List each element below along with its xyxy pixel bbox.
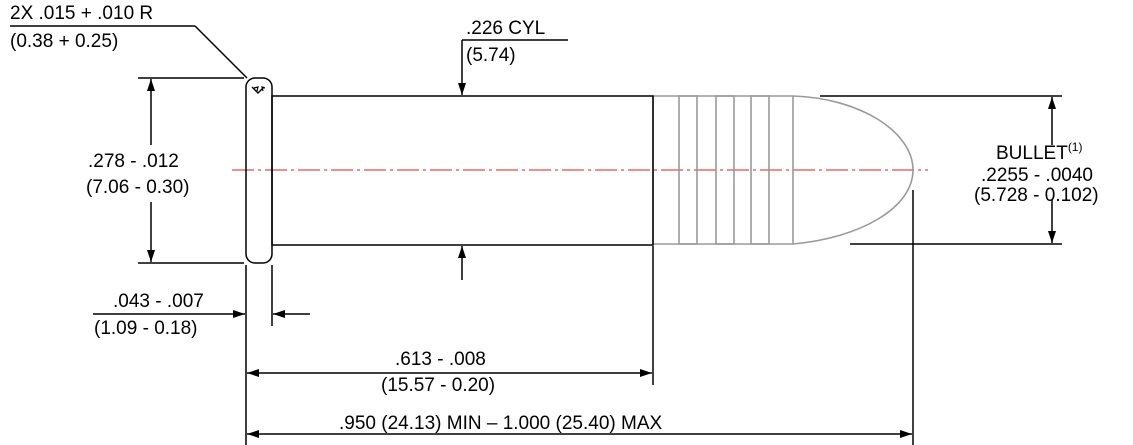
rim-thickness-metric: (1.09 - 0.18) bbox=[94, 318, 198, 339]
overall-length-text: .950 (24.13) MIN – 1.000 (25.40) MAX bbox=[339, 413, 662, 434]
rim-diameter-metric: (7.06 - 0.30) bbox=[86, 177, 190, 198]
case-rim bbox=[245, 77, 273, 264]
rim-diameter-imperial: .278 - .012 bbox=[88, 151, 179, 172]
rim-radius-metric: (0.38 + 0.25) bbox=[10, 31, 118, 52]
body-cyl-imperial: .226 CYL bbox=[466, 18, 545, 39]
case-length-imperial: .613 - .008 bbox=[395, 349, 486, 370]
rim-radius-imperial: 2X .015 + .010 R bbox=[10, 3, 153, 24]
bullet-label: BULLET(1) bbox=[996, 140, 1082, 164]
bullet-diameter-imperial: .2255 - .0040 bbox=[981, 165, 1093, 186]
rim-thickness-imperial: .043 - .007 bbox=[113, 291, 204, 312]
case-length-metric: (15.57 - 0.20) bbox=[381, 375, 495, 396]
body-cyl-metric: (5.74) bbox=[466, 45, 516, 66]
bullet-diameter-metric: (5.728 - 0.102) bbox=[974, 185, 1099, 206]
